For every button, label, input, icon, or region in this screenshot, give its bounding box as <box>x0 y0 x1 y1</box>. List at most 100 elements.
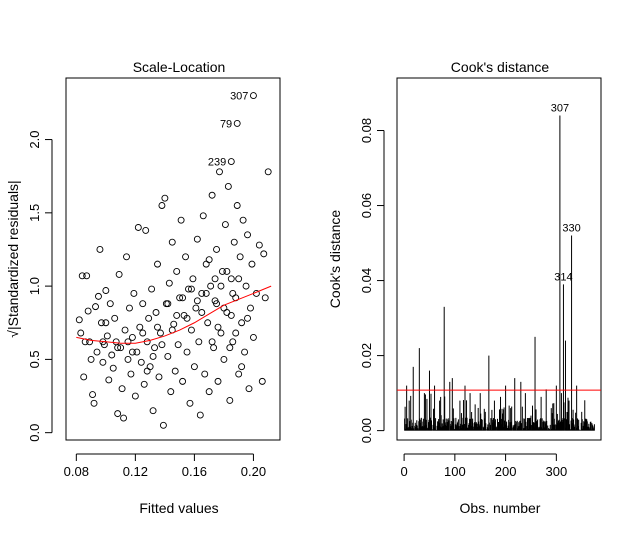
scatter-point <box>195 338 203 346</box>
scatter-point <box>148 285 156 293</box>
scatter-point <box>214 377 222 385</box>
scatter-point <box>173 268 181 275</box>
scatter-point <box>168 238 176 246</box>
scatter-point <box>121 326 129 334</box>
scatter-point <box>258 377 266 385</box>
scatter-point <box>80 373 88 381</box>
scatter-point <box>159 421 167 429</box>
scatter-point <box>205 256 213 264</box>
cooks-distance-panel: Cook's distance 0 100 200 300 0.000.020.040… <box>327 59 602 516</box>
scale-location-x-axis: 0.08 0.12 0.16 0.20 <box>64 453 266 479</box>
scatter-point <box>75 316 83 324</box>
scatter-point <box>226 396 234 404</box>
scatter-point <box>214 323 222 331</box>
y-tick-label: 0.00 <box>359 418 374 443</box>
scatter-point <box>143 367 151 375</box>
scale-location-y-label: √|Standardized residuals| <box>5 180 21 337</box>
point-label: 239 <box>208 157 226 169</box>
scatter-point <box>124 338 132 346</box>
scatter-point <box>124 355 132 363</box>
scatter-point <box>236 253 244 261</box>
scatter-point <box>220 355 228 363</box>
point-label: 314 <box>554 271 572 283</box>
point-label: 79 <box>220 118 232 130</box>
scatter-point <box>102 287 110 294</box>
y-tick-label: 2.0 <box>27 131 42 149</box>
scatter-point <box>245 385 253 393</box>
scatter-point <box>198 309 206 316</box>
scatter-point <box>155 373 163 381</box>
scatter-point <box>89 391 97 399</box>
scatter-point <box>193 297 201 305</box>
scatter-point <box>182 253 189 261</box>
scatter-point <box>161 194 169 202</box>
scatter-point <box>227 311 235 319</box>
cooks-distance-y-label: Cook's distance <box>327 210 343 309</box>
scatter-point <box>187 326 195 334</box>
scatter-point <box>140 380 148 388</box>
scatter-point <box>233 119 241 127</box>
x-tick-label: 0.20 <box>241 464 266 479</box>
scatter-point <box>192 304 200 312</box>
scatter-point <box>186 399 194 407</box>
scatter-point <box>244 314 251 322</box>
scatter-point <box>227 158 235 165</box>
scatter-point <box>260 250 268 258</box>
scatter-point <box>103 332 111 340</box>
scatter-point <box>158 202 166 209</box>
scatter-point <box>218 268 226 275</box>
point-label: 307 <box>551 103 569 115</box>
scatter-point <box>99 358 107 366</box>
scatter-point <box>130 289 138 297</box>
scatter-point <box>210 344 218 352</box>
scatter-point <box>158 341 166 349</box>
scatter-point <box>183 314 191 322</box>
scatter-point <box>264 168 272 176</box>
cooks-distance-bars <box>404 115 595 431</box>
scatter-point <box>120 414 128 422</box>
point-label: 307 <box>230 91 248 103</box>
scatter-point <box>255 241 263 249</box>
scatter-point <box>123 253 130 261</box>
scatter-point <box>114 410 122 418</box>
scatter-point <box>193 235 201 243</box>
scale-location-x-label: Fitted values <box>139 500 218 516</box>
scatter-point <box>223 309 231 316</box>
scatter-point <box>198 289 206 297</box>
scatter-point <box>133 348 141 356</box>
scatter-point <box>77 329 85 337</box>
scatter-point <box>128 333 136 341</box>
scatter-point <box>216 168 223 176</box>
scatter-point <box>83 272 91 280</box>
scatter-point <box>223 268 231 275</box>
scatter-point <box>238 319 246 327</box>
scatter-point <box>134 224 142 231</box>
cooks-distance-x-label: Obs. number <box>460 500 541 516</box>
scatter-point <box>87 355 95 363</box>
scale-location-title: Scale-Location <box>133 59 226 75</box>
scatter-point <box>201 370 209 378</box>
scatter-point <box>241 348 249 356</box>
scatter-point <box>229 289 237 297</box>
scatter-point <box>213 300 220 308</box>
scatter-point <box>177 216 185 224</box>
scatter-point <box>208 338 216 346</box>
scatter-point <box>151 344 159 352</box>
scatter-point <box>232 329 240 337</box>
scatter-point <box>157 329 164 337</box>
scatter-point <box>108 351 116 359</box>
cooks-distance-point-labels: 307 330 314 <box>551 103 581 284</box>
scatter-point <box>112 338 120 346</box>
y-tick-label: 0.02 <box>359 343 374 368</box>
scatter-point <box>205 388 213 396</box>
scatter-point <box>261 294 269 302</box>
scatter-point <box>154 323 161 331</box>
x-tick-label: 0.08 <box>64 464 89 479</box>
scatter-point <box>217 282 225 290</box>
y-tick-label: 1.0 <box>27 277 42 295</box>
scatter-point <box>208 191 216 199</box>
scatter-point <box>249 333 257 341</box>
scatter-point <box>146 363 154 371</box>
scatter-point <box>96 246 104 253</box>
x-tick-label: 0 <box>400 464 407 479</box>
